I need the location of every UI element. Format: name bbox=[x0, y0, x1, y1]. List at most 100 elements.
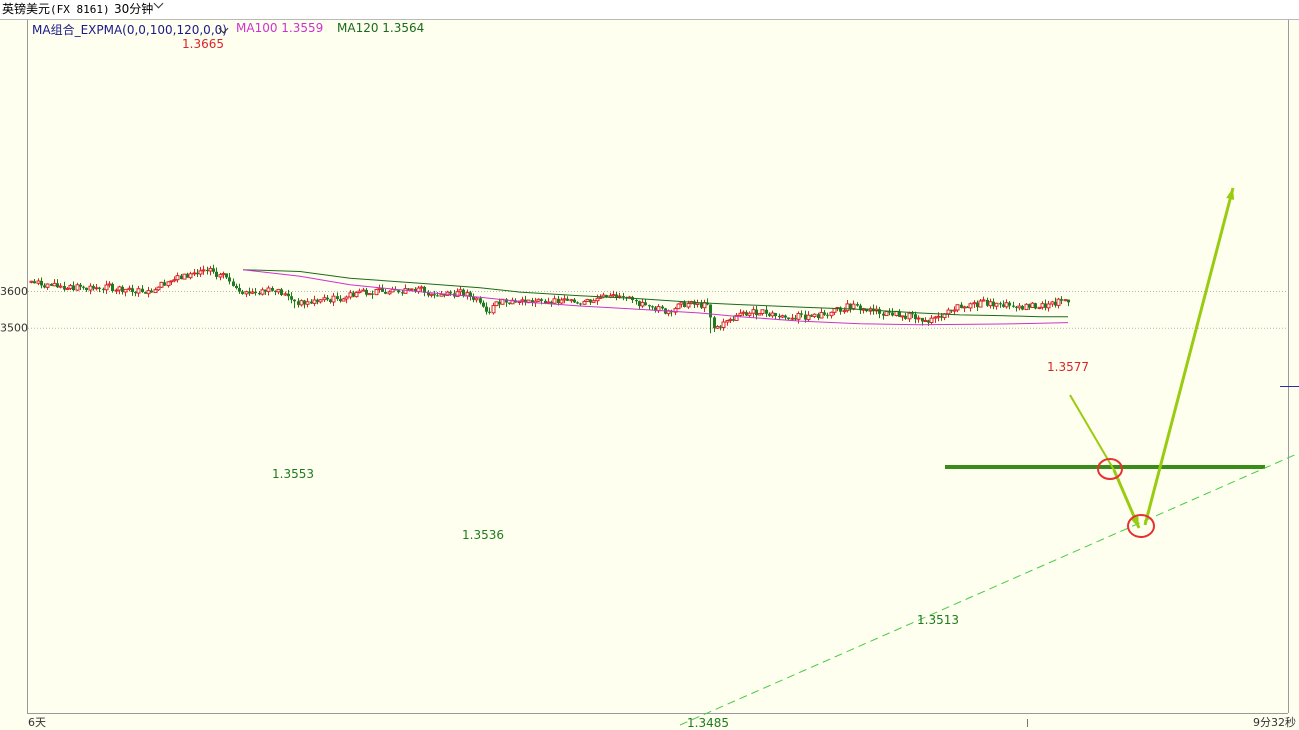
candle-body bbox=[755, 309, 758, 316]
candle bbox=[978, 298, 983, 308]
candle bbox=[361, 287, 366, 292]
candle bbox=[725, 319, 730, 326]
candle-body bbox=[485, 306, 488, 312]
price-chart[interactable]: 3600 3500 1.3665 1.3553 1.3536 1.3485 1.3513 1.… bbox=[0, 20, 1299, 730]
candle bbox=[56, 279, 59, 289]
candle bbox=[929, 315, 934, 325]
candle-body bbox=[884, 311, 889, 317]
candle-body bbox=[531, 300, 534, 303]
candle-body bbox=[316, 299, 319, 302]
candle-body bbox=[260, 289, 265, 295]
candle-body bbox=[206, 269, 209, 271]
candle bbox=[955, 304, 960, 313]
candle-body bbox=[1046, 303, 1051, 309]
trend-line bbox=[679, 452, 1299, 726]
candle-body bbox=[488, 311, 491, 313]
candle bbox=[163, 279, 166, 286]
candle bbox=[1028, 303, 1031, 310]
candle-body bbox=[1030, 302, 1035, 309]
candle-body bbox=[192, 272, 197, 275]
indicator-selector[interactable]: MA组合_EXPMA(0,0,100,120,0,0) bbox=[32, 23, 227, 37]
candle-body bbox=[141, 288, 144, 293]
candle bbox=[427, 290, 430, 298]
candle bbox=[310, 299, 313, 304]
candle bbox=[254, 288, 257, 296]
candle-body bbox=[760, 309, 765, 314]
candle-body bbox=[188, 273, 193, 279]
candle bbox=[121, 285, 124, 295]
candle bbox=[531, 297, 534, 307]
candle bbox=[111, 282, 114, 293]
candle-body bbox=[45, 283, 50, 288]
candle-body bbox=[88, 285, 93, 291]
candle-body bbox=[409, 288, 414, 291]
candle bbox=[986, 297, 989, 307]
period-selector[interactable]: 30分钟 bbox=[114, 2, 154, 16]
candle-body bbox=[367, 293, 372, 296]
candle bbox=[318, 299, 323, 304]
candle bbox=[104, 280, 109, 294]
candle-body bbox=[72, 285, 75, 291]
candle bbox=[371, 290, 374, 299]
candle bbox=[474, 296, 479, 303]
candle-body bbox=[299, 300, 304, 306]
candle bbox=[654, 305, 657, 313]
candle bbox=[615, 292, 618, 301]
symbol-name[interactable]: 英镑美元 bbox=[2, 2, 51, 16]
candle-body bbox=[423, 286, 426, 293]
candle-body bbox=[859, 305, 862, 311]
candle bbox=[774, 312, 777, 320]
candle-body bbox=[104, 284, 109, 291]
candle bbox=[192, 268, 197, 277]
candle-body bbox=[1021, 306, 1024, 310]
candle-body bbox=[960, 304, 963, 308]
candle bbox=[397, 289, 400, 294]
candle bbox=[225, 273, 228, 280]
candle-body bbox=[146, 290, 151, 295]
candle bbox=[182, 273, 187, 280]
candle-body bbox=[579, 303, 582, 305]
candle bbox=[331, 292, 336, 307]
candle bbox=[215, 267, 218, 280]
candle bbox=[266, 285, 271, 296]
candle-body bbox=[1024, 303, 1029, 311]
candle bbox=[196, 268, 199, 277]
candle-body bbox=[322, 297, 327, 301]
chevron-down-icon[interactable] bbox=[153, 0, 164, 9]
candle bbox=[817, 312, 820, 321]
candle bbox=[82, 285, 85, 290]
candle-body bbox=[576, 302, 579, 304]
candle-body bbox=[166, 281, 171, 287]
candle-body bbox=[741, 311, 746, 314]
candle bbox=[150, 288, 153, 293]
candle-body bbox=[94, 287, 99, 290]
candle bbox=[559, 297, 564, 305]
candle-body bbox=[693, 301, 696, 305]
candle-body bbox=[784, 315, 787, 318]
candle bbox=[188, 271, 193, 280]
candle bbox=[283, 291, 288, 296]
candle-body bbox=[365, 290, 368, 295]
candle-body bbox=[354, 292, 359, 298]
candle-body bbox=[778, 315, 781, 318]
candle bbox=[127, 285, 132, 292]
candle-body bbox=[888, 311, 891, 313]
candle bbox=[72, 281, 75, 292]
candle bbox=[344, 295, 349, 304]
candle bbox=[907, 311, 912, 322]
candle bbox=[800, 310, 803, 318]
candle-body bbox=[403, 288, 408, 294]
candle bbox=[228, 273, 231, 285]
candle bbox=[638, 300, 641, 310]
candle bbox=[952, 306, 957, 316]
candle-body bbox=[384, 291, 387, 294]
candle-body bbox=[907, 312, 912, 320]
candle-body bbox=[29, 280, 34, 283]
candle bbox=[755, 305, 758, 320]
candle bbox=[491, 302, 496, 315]
candle-body bbox=[310, 301, 313, 304]
candle-body bbox=[774, 313, 777, 316]
candle-body bbox=[225, 273, 228, 278]
candle bbox=[823, 310, 826, 316]
candle-body bbox=[978, 300, 983, 308]
